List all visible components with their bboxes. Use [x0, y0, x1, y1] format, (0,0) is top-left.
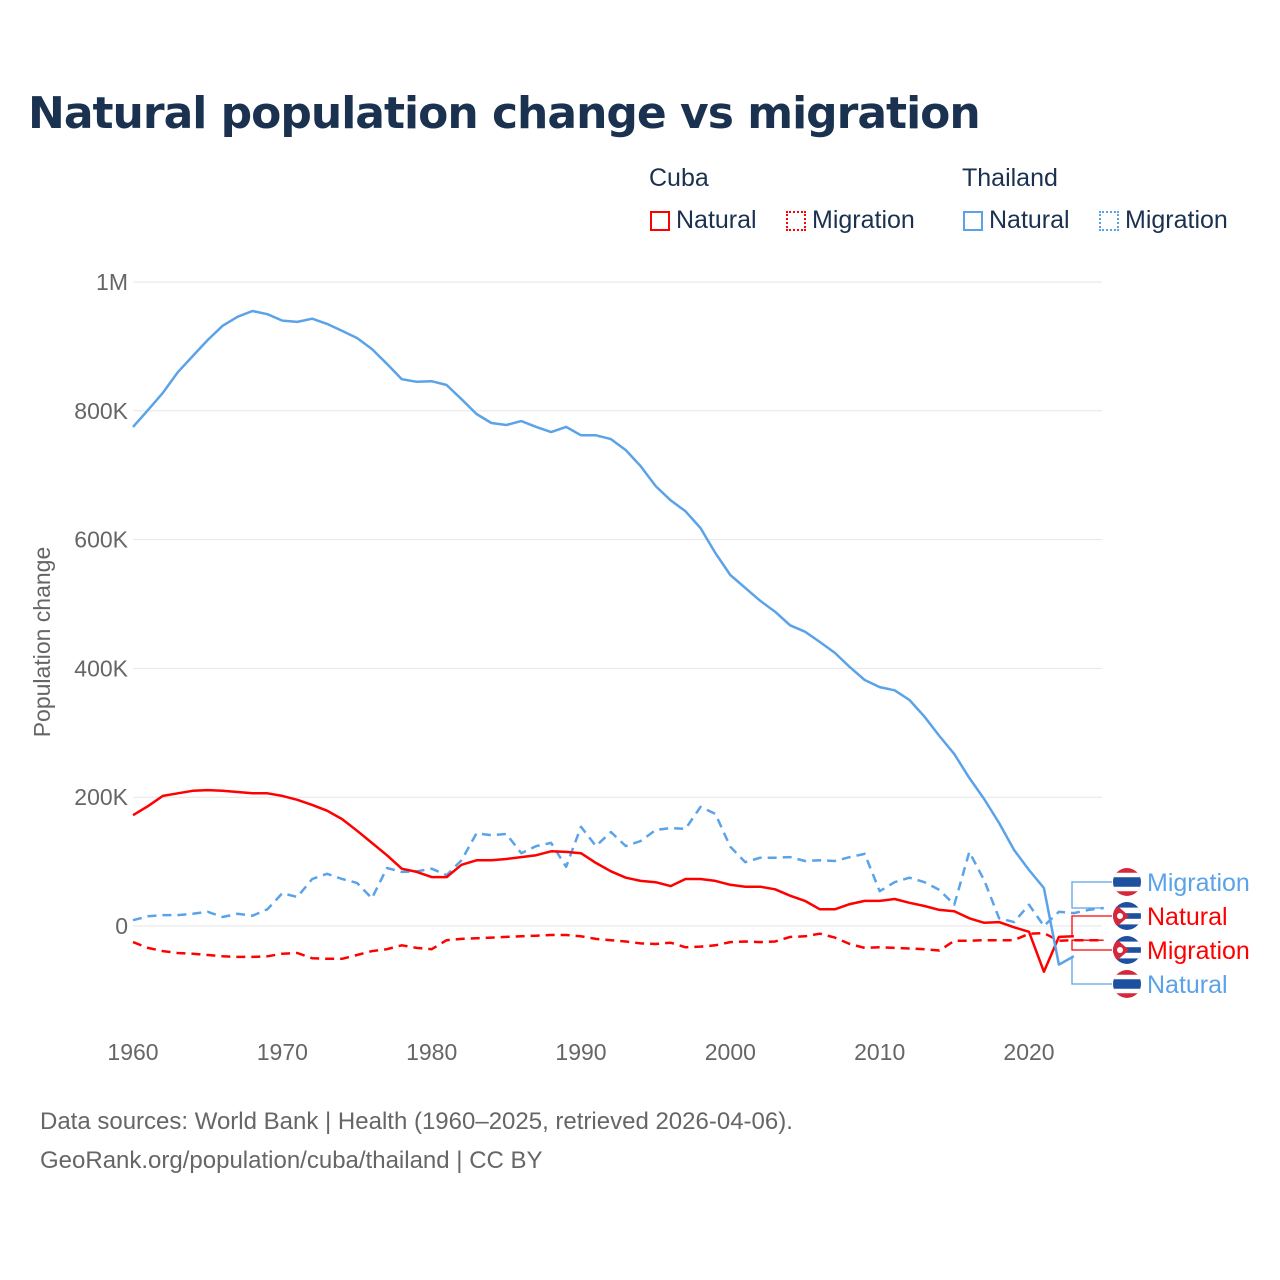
x-tick-label: 1990 — [555, 1039, 606, 1065]
legend-swatch-dotted — [786, 210, 806, 231]
end-label-cuba-migration: Migration — [1147, 937, 1250, 965]
legend-swatch-dotted — [1099, 210, 1119, 231]
y-tick-label: 200K — [74, 784, 128, 810]
thailand-flag-icon — [1113, 970, 1141, 998]
x-tick-label: 1970 — [257, 1039, 308, 1065]
legend-group-thailand: Thailand — [962, 164, 1058, 192]
legend-thailand-migration[interactable]: Migration — [1099, 206, 1228, 235]
y-axis-label: Population change — [29, 547, 55, 738]
series-line-thailand-natural — [132, 309, 1075, 966]
series-line-cuba-natural — [132, 788, 1074, 973]
series-line-thailand-migration — [132, 805, 1104, 928]
legend-cuba-natural[interactable]: Natural — [650, 206, 757, 235]
label-connector — [1071, 915, 1112, 937]
cuba-flag-icon — [1113, 902, 1141, 930]
y-tick-label: 1M — [96, 269, 128, 295]
end-label-thailand-migration: Migration — [1147, 869, 1250, 897]
chart-title: Natural population change vs migration — [28, 88, 981, 139]
legend-label: Natural — [989, 206, 1070, 234]
y-tick-label: 0 — [115, 913, 128, 939]
thailand-flag-icon — [1113, 868, 1141, 896]
x-tick-label: 2000 — [705, 1039, 756, 1065]
legend-label: Migration — [812, 206, 915, 234]
label-connector — [1071, 881, 1112, 909]
legend-label: Natural — [676, 206, 757, 234]
y-tick-label: 600K — [74, 527, 128, 553]
cuba-flag-icon — [1113, 936, 1141, 964]
end-label-cuba-natural: Natural — [1147, 903, 1228, 931]
label-connector — [1071, 939, 1112, 951]
legend-swatch-solid — [650, 210, 670, 231]
label-connector — [1071, 955, 1112, 985]
y-tick-label: 400K — [74, 655, 128, 681]
x-tick-label: 2020 — [1003, 1039, 1054, 1065]
end-label-thailand-natural: Natural — [1147, 971, 1228, 999]
x-tick-label: 1960 — [107, 1039, 158, 1065]
legend-swatch-solid — [963, 210, 983, 231]
series-line-cuba-migration — [132, 931, 1104, 961]
x-tick-label: 2010 — [854, 1039, 905, 1065]
legend-cuba-migration[interactable]: Migration — [786, 206, 915, 235]
source-url[interactable]: GeoRank.org/population/cuba/thailand | C… — [40, 1147, 543, 1174]
y-tick-label: 800K — [74, 398, 128, 424]
x-tick-label: 1980 — [406, 1039, 457, 1065]
legend-group-cuba: Cuba — [649, 164, 709, 192]
legend-label: Migration — [1125, 206, 1228, 234]
legend-thailand-natural[interactable]: Natural — [963, 206, 1070, 235]
source-note: Data sources: World Bank | Health (1960–… — [40, 1108, 793, 1135]
